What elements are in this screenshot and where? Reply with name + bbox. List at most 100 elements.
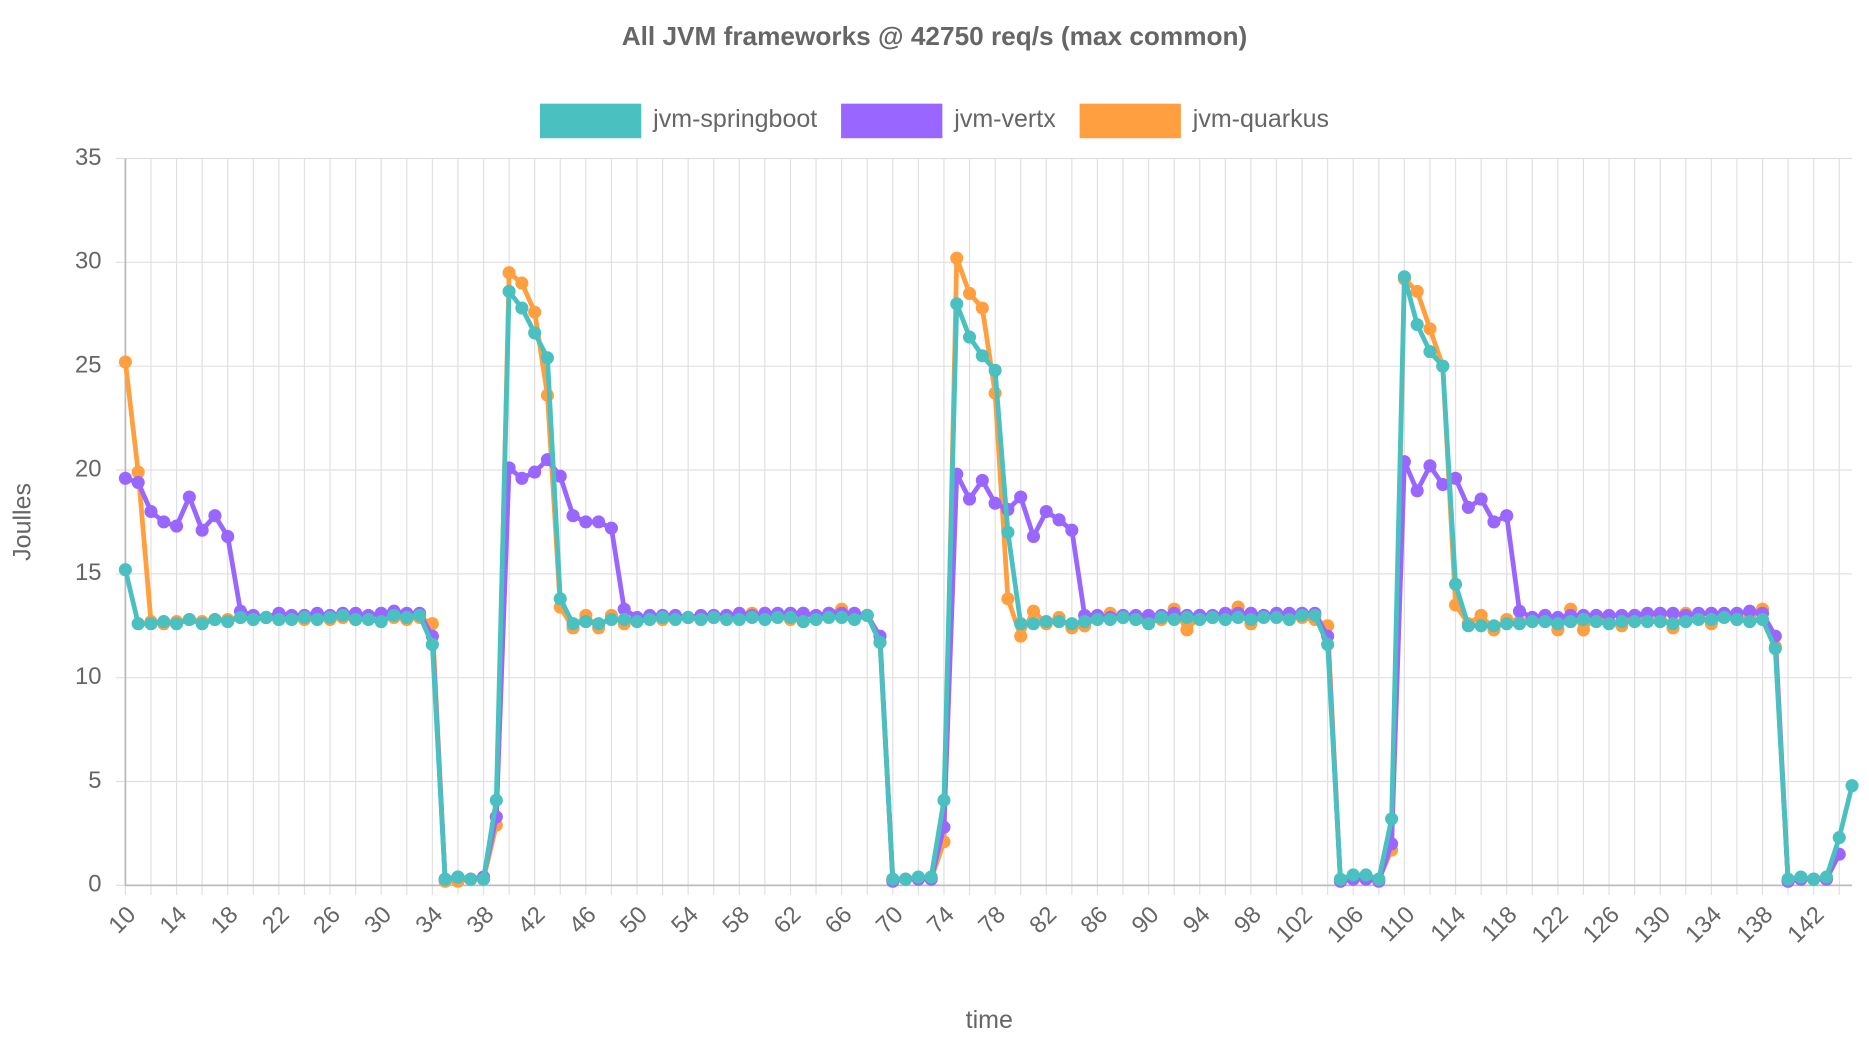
data-point [553, 592, 567, 606]
data-point [1653, 615, 1667, 629]
data-point [1807, 872, 1821, 886]
data-point [604, 521, 618, 535]
data-point [131, 465, 145, 479]
x-tick-label: 78 [973, 901, 1011, 939]
x-tick-label: 102 [1271, 901, 1318, 948]
data-point [1001, 525, 1015, 539]
data-point [579, 515, 593, 529]
data-point [860, 608, 874, 622]
data-point [1768, 642, 1782, 656]
data-point [1423, 459, 1437, 473]
x-tick-label: 34 [410, 901, 448, 939]
data-point [1372, 872, 1386, 886]
data-point [950, 297, 964, 311]
x-tick-label: 98 [1229, 901, 1267, 939]
axes: 0 5 10 15 20 25 30 35 10 14 18 22 26 30 34 38 42 46 50 54 58… [75, 144, 1853, 948]
data-point [1180, 610, 1194, 625]
data-point [1448, 471, 1463, 485]
data-point [1129, 612, 1143, 627]
data-point [1397, 270, 1411, 284]
data-point [1116, 610, 1130, 625]
series [118, 453, 1846, 888]
x-tick-label: 10 [103, 901, 141, 939]
data-point [1014, 629, 1028, 643]
data-point [1321, 637, 1335, 652]
data-point [1474, 608, 1488, 622]
data-point [924, 870, 938, 884]
x-tick-label: 114 [1425, 901, 1471, 947]
data-point [1474, 619, 1488, 633]
x-tick-label: 22 [257, 901, 295, 939]
data-point [208, 509, 222, 523]
data-point [323, 610, 337, 625]
chart-title: All JVM frameworks @ 42750 req/s (max co… [622, 21, 1248, 51]
data-point [1602, 617, 1616, 631]
data-point [528, 326, 542, 340]
data-point [1755, 612, 1770, 627]
data-point [131, 617, 145, 631]
data-point [962, 330, 977, 344]
data-point [1832, 831, 1846, 845]
data-point [528, 465, 542, 479]
x-tick-label: 122 [1527, 901, 1574, 948]
data-point [937, 793, 951, 807]
data-point [1423, 345, 1437, 359]
data-point [259, 610, 273, 625]
x-tick-label: 86 [1075, 901, 1113, 939]
data-point [617, 612, 631, 627]
data-point [1794, 870, 1808, 884]
data-point [1589, 615, 1603, 629]
legend-label: jvm-quarkus [1192, 105, 1329, 133]
data-point [285, 612, 299, 627]
y-tick-label: 30 [75, 248, 102, 275]
data-point [1461, 500, 1475, 514]
x-tick-label: 90 [1127, 901, 1165, 939]
data-point [783, 610, 798, 625]
legend: jvm-springboot jvm-vertx jvm-quarkus [539, 103, 1329, 139]
data-point [668, 612, 682, 627]
data-point [1743, 604, 1757, 618]
data-point [476, 872, 491, 886]
data-point [1666, 617, 1680, 631]
data-point [1039, 504, 1053, 519]
data-point [988, 363, 1002, 377]
data-point [374, 615, 388, 629]
x-tick-label: 134 [1680, 901, 1727, 948]
data-point [515, 471, 529, 485]
x-tick-label: 82 [1024, 901, 1062, 939]
data-point [1512, 617, 1527, 631]
data-point [118, 471, 132, 485]
series [118, 270, 1859, 886]
data-point [1001, 592, 1015, 606]
data-point [1257, 610, 1271, 625]
x-tick-label: 54 [666, 901, 704, 939]
data-point [1551, 617, 1565, 631]
legend-label: jvm-springboot [652, 105, 817, 133]
y-tick-label: 0 [88, 871, 101, 898]
data-point [1244, 612, 1258, 627]
data-point [809, 612, 823, 627]
data-point [1410, 318, 1424, 332]
data-point [195, 617, 209, 631]
x-tick-label: 42 [513, 901, 551, 939]
x-tick-label: 118 [1477, 901, 1523, 947]
data-point [630, 615, 644, 629]
data-point [502, 266, 516, 280]
data-point [1333, 872, 1347, 886]
data-point [540, 351, 555, 365]
grid [115, 157, 1853, 895]
x-tick-label: 58 [717, 901, 755, 939]
data-point [1359, 868, 1373, 882]
y-axis-label: Joulles [9, 483, 37, 561]
x-tick-label: 18 [206, 901, 244, 939]
data-point [822, 610, 836, 625]
data-point [1564, 615, 1578, 629]
data-point [502, 284, 516, 298]
data-point [681, 610, 695, 625]
legend-swatch [1079, 103, 1181, 139]
data-point [1538, 615, 1552, 629]
data-point [1448, 577, 1463, 591]
data-point [566, 509, 580, 523]
data-point [118, 563, 132, 577]
data-point [732, 612, 746, 627]
